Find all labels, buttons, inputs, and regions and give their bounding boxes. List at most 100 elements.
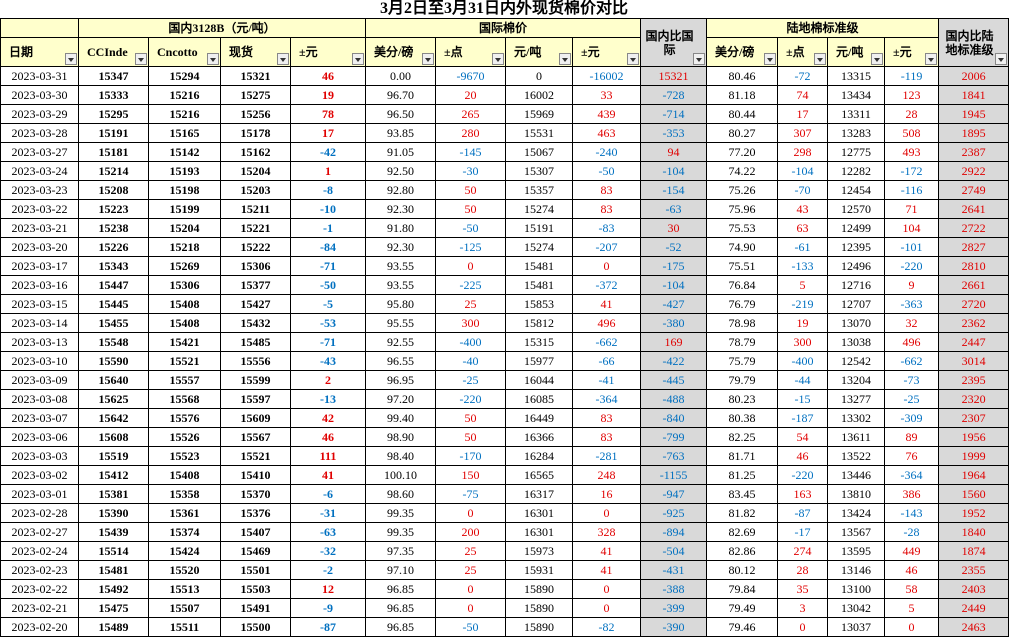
cell: 13595: [827, 541, 886, 561]
cell: -187: [777, 408, 829, 428]
cell: 12716: [827, 275, 886, 295]
cell: 15256: [220, 104, 291, 124]
cell: 41: [572, 541, 642, 561]
cell: 13146: [827, 560, 886, 580]
cell: 274: [777, 541, 829, 561]
cell: -353: [640, 123, 708, 143]
cell: -28: [884, 522, 940, 542]
filter-button[interactable]: [764, 53, 777, 65]
cell: 13037: [827, 617, 886, 637]
cell: 280: [435, 123, 507, 143]
cell: 12395: [827, 237, 886, 257]
cell: 16366: [505, 427, 574, 447]
date-cell: 2023-02-22: [0, 579, 79, 599]
filter-button[interactable]: [277, 53, 289, 65]
cell: 2922: [938, 161, 1010, 181]
filter-button[interactable]: [352, 53, 365, 65]
cell: -50: [572, 161, 642, 181]
cell: 16284: [505, 446, 574, 466]
cell: -6: [289, 484, 367, 504]
cell: 15931: [505, 560, 574, 580]
group-header: 陆地棉标准级: [706, 18, 940, 38]
cell: -16002: [572, 66, 642, 86]
cell: 15390: [78, 503, 149, 523]
cell: -10: [289, 199, 367, 219]
cell: -309: [884, 408, 940, 428]
cell: -104: [777, 161, 829, 181]
cell: -662: [884, 351, 940, 371]
cell: 78.98: [706, 313, 779, 333]
cell: 104: [884, 218, 940, 238]
cell: 98.60: [365, 484, 437, 504]
column-header: 现货: [220, 37, 291, 67]
cell: 15492: [78, 579, 149, 599]
cell: -372: [572, 275, 642, 295]
cell: 15969: [505, 104, 574, 124]
cell: 15377: [220, 275, 291, 295]
cell: 35: [777, 579, 829, 599]
cell: 15181: [78, 142, 149, 162]
cell: -87: [777, 503, 829, 523]
table-row: 2023-03-17 15343 15269 15306 -71 93.55 0 15481 0…: [0, 256, 1010, 276]
cell: 92.30: [365, 199, 437, 219]
cell: -422: [640, 351, 708, 371]
date-cell: 2023-03-07: [0, 408, 79, 428]
cell: 50: [435, 408, 507, 428]
cell: 15890: [505, 617, 574, 637]
cell: 28: [777, 560, 829, 580]
cell: 1560: [938, 484, 1010, 504]
cell: -364: [884, 465, 940, 485]
cell: -240: [572, 142, 642, 162]
cell: 15568: [148, 389, 221, 409]
cell: 300: [777, 332, 829, 352]
cell: 15374: [148, 522, 221, 542]
date-cell: 2023-03-22: [0, 199, 79, 219]
filter-button[interactable]: [135, 53, 147, 65]
cell: 15407: [220, 522, 291, 542]
cell: 15500: [220, 617, 291, 637]
cell: 13283: [827, 123, 886, 143]
cell: -104: [640, 161, 708, 181]
cell: -925: [640, 503, 708, 523]
column-header: ±元: [884, 37, 940, 67]
cell: 2661: [938, 275, 1010, 295]
filter-button[interactable]: [871, 53, 884, 65]
cell: 15640: [78, 370, 149, 390]
cell: 93.55: [365, 275, 437, 295]
filter-button[interactable]: [627, 53, 640, 65]
cell: 15513: [148, 579, 221, 599]
cell: 75.51: [706, 256, 779, 276]
cell: 54: [777, 427, 829, 447]
cell: 111: [289, 446, 367, 466]
filter-button[interactable]: [693, 53, 706, 65]
cell: 15597: [220, 389, 291, 409]
cell: 0: [884, 617, 940, 637]
cell: 15481: [505, 275, 574, 295]
filter-button[interactable]: [65, 53, 77, 65]
cell: -42: [289, 142, 367, 162]
cell: 97.10: [365, 560, 437, 580]
cell: 81.25: [706, 465, 779, 485]
cell: -799: [640, 427, 708, 447]
cell: 76.79: [706, 294, 779, 314]
cell: -1: [289, 218, 367, 238]
cell: -399: [640, 598, 708, 618]
cell: 15427: [220, 294, 291, 314]
filter-button[interactable]: [814, 53, 827, 65]
filter-button[interactable]: [559, 53, 572, 65]
cell: 96.85: [365, 617, 437, 637]
cell: -104: [640, 275, 708, 295]
filter-button[interactable]: [422, 53, 435, 65]
cell: 15275: [220, 85, 291, 105]
table-row: 2023-03-01 15381 15358 15370 -6 98.60 -75 16317…: [0, 484, 1010, 504]
cell: -9: [289, 598, 367, 618]
filter-button[interactable]: [492, 53, 505, 65]
cell: 13567: [827, 522, 886, 542]
filter-button[interactable]: [995, 53, 1008, 65]
cell: 15511: [148, 617, 221, 637]
table-row: 2023-03-16 15447 15306 15377 -50 93.55 -225 154…: [0, 275, 1010, 295]
filter-button[interactable]: [207, 53, 219, 65]
filter-button[interactable]: [925, 53, 938, 65]
cell: 15576: [148, 408, 221, 428]
cell: 1841: [938, 85, 1010, 105]
